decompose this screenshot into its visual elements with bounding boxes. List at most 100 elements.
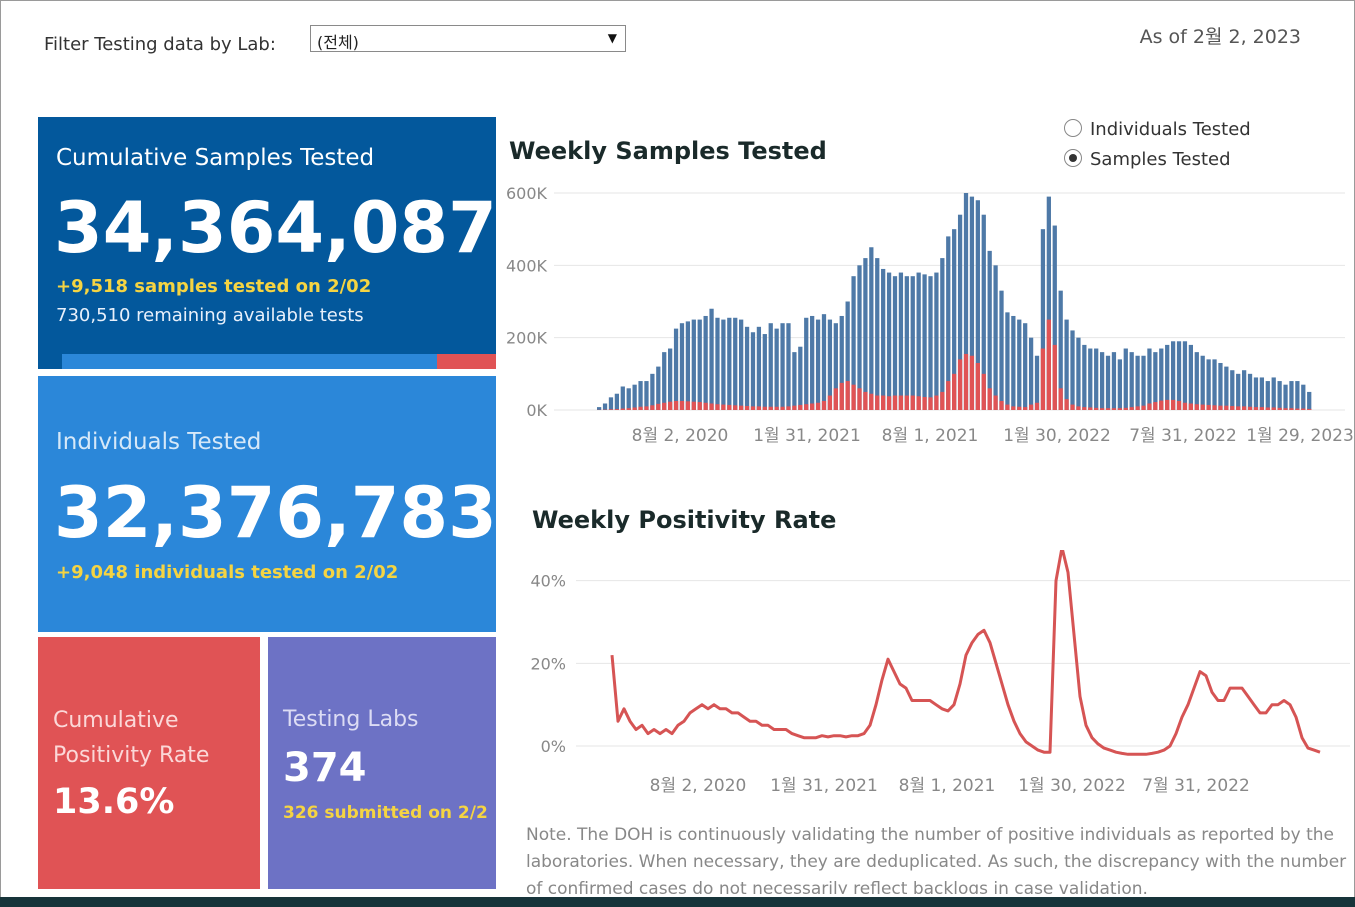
samples-bar: [1259, 377, 1265, 410]
cumulative-samples-tile: Cumulative Samples Tested 34,364,087 +9,…: [38, 117, 497, 369]
samples-bar: [697, 319, 702, 410]
positive-bar: [1295, 408, 1300, 410]
samples-bar: [987, 250, 992, 410]
samples-bar: [685, 321, 691, 410]
positive-bar: [1176, 400, 1182, 410]
samples-bar: [1005, 312, 1010, 410]
samples-bar: [602, 403, 608, 410]
positive-bar: [1023, 407, 1028, 410]
samples-bar: [963, 193, 969, 410]
positive-bar: [679, 400, 685, 410]
positive-bar: [1307, 408, 1312, 410]
samples-bar: [1176, 341, 1182, 410]
y-tick-label: 40%: [530, 572, 566, 591]
lab-filter-dropdown[interactable]: (전체) ▼: [310, 25, 626, 52]
weekly-positivity-title: Weekly Positivity Rate: [532, 506, 837, 534]
radio-selected-icon[interactable]: [1064, 149, 1082, 167]
positive-bar: [739, 405, 744, 410]
positive-bar: [869, 393, 874, 410]
samples-bar: [1070, 330, 1075, 410]
positive-bar: [934, 395, 939, 410]
toggle-samples-tested[interactable]: Samples Tested: [1064, 149, 1231, 170]
positive-bar: [928, 397, 933, 410]
positive-bar: [626, 408, 631, 410]
samples-bar: [863, 258, 868, 410]
toggle-label: Samples Tested: [1090, 149, 1231, 170]
positive-bar: [946, 381, 951, 410]
samples-bar: [1076, 337, 1081, 410]
samples-bar: [1023, 323, 1028, 410]
positive-bar: [1099, 408, 1105, 410]
positive-bar: [1206, 404, 1211, 410]
positive-bar: [1064, 399, 1069, 410]
x-tick-label: 1월 30, 2022: [1003, 426, 1111, 446]
positive-bar: [1301, 408, 1306, 410]
samples-bar: [1283, 384, 1288, 410]
samples-bar: [691, 319, 696, 410]
samples-bar: [679, 323, 685, 410]
samples-bar: [632, 384, 637, 410]
positive-bar: [786, 406, 791, 410]
samples-bar: [851, 276, 856, 410]
positive-bar: [697, 402, 702, 410]
samples-bar: [709, 308, 714, 410]
data-note: Note. The DOH is continuously validating…: [526, 825, 1347, 894]
samples-bar: [952, 229, 957, 410]
samples-bar: [1194, 352, 1199, 410]
positive-bar: [721, 404, 726, 410]
positivity-line: [610, 550, 1321, 756]
samples-bar: [1011, 315, 1016, 410]
toggle-label: Individuals Tested: [1090, 119, 1251, 140]
samples-bar: [620, 386, 625, 410]
samples-bar: [739, 319, 744, 410]
positive-bar: [703, 402, 708, 410]
samples-bar: [1271, 377, 1276, 410]
samples-bar: [608, 397, 614, 410]
samples-bar: [821, 314, 827, 410]
samples-bar: [1017, 319, 1022, 410]
cumulative-positivity-tile: Cumulative Positivity Rate 13.6%: [38, 637, 260, 889]
positive-bar: [886, 396, 892, 410]
samples-bar: [626, 388, 631, 410]
samples-bar: [780, 323, 785, 410]
positive-bar: [1218, 405, 1223, 410]
positive-bar: [1188, 403, 1193, 410]
positive-bar: [1277, 407, 1282, 410]
samples-bar: [673, 328, 679, 410]
positive-bar: [1011, 406, 1016, 410]
positive-bar: [1236, 406, 1241, 410]
positive-bar: [987, 388, 992, 410]
positive-bar: [1052, 344, 1057, 410]
positive-bar: [774, 406, 779, 410]
samples-bar: [762, 334, 767, 410]
positive-bar: [1129, 407, 1134, 410]
positive-bar: [780, 406, 785, 410]
samples-bar: [1153, 352, 1158, 410]
x-tick-label: 8월 2, 2020: [650, 776, 747, 796]
samples-bar: [1088, 348, 1093, 410]
samples-bar: [1182, 341, 1188, 410]
radio-unselected-icon[interactable]: [1064, 119, 1082, 137]
tile-title: Testing Labs: [283, 707, 419, 732]
new-samples-line: +9,518 samples tested on 2/02: [56, 276, 372, 297]
positive-bar: [993, 395, 998, 410]
positive-bar: [1005, 404, 1010, 410]
samples-bar: [922, 274, 927, 410]
positive-bar: [1289, 408, 1294, 410]
tile-title-line1: Cumulative: [53, 708, 179, 733]
x-tick-label: 1월 30, 2022: [1018, 776, 1126, 796]
samples-bar: [733, 317, 738, 410]
x-tick-label: 8월 2, 2020: [632, 426, 729, 446]
samples-bar: [1224, 366, 1229, 410]
toggle-individuals-tested[interactable]: Individuals Tested: [1064, 119, 1251, 140]
positive-bar: [952, 373, 957, 410]
samples-bar: [1289, 381, 1294, 410]
positive-bar: [821, 400, 827, 410]
x-tick-label: 1월 31, 2021: [753, 426, 861, 446]
positive-bar: [1076, 406, 1081, 410]
individuals-tested-tile: Individuals Tested 32,376,783 +9,048 ind…: [38, 376, 497, 632]
positive-bar: [892, 395, 898, 410]
positive-bar: [875, 395, 880, 410]
samples-bar: [1295, 381, 1300, 410]
weekly-samples-chart: 0K 200K 400K 600K 8월 2, 2020 1월 31, 2021 8월 1,…: [506, 184, 1354, 446]
